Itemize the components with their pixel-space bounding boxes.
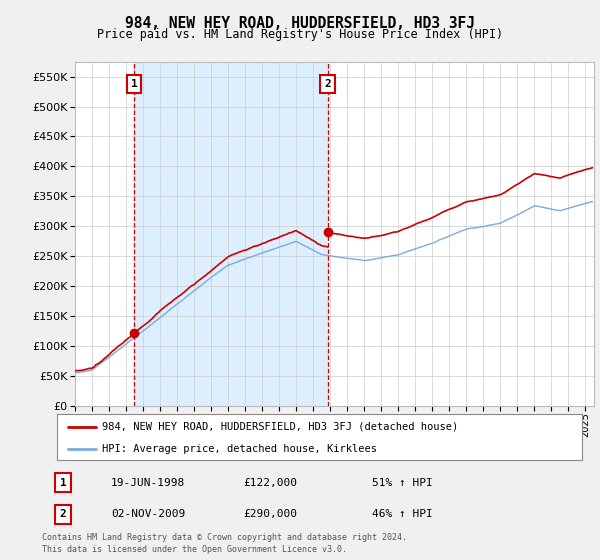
Text: Contains HM Land Registry data © Crown copyright and database right 2024.: Contains HM Land Registry data © Crown c… — [42, 533, 407, 542]
Text: 2: 2 — [59, 509, 67, 519]
Bar — [134, 62, 328, 406]
Text: 984, NEW HEY ROAD, HUDDERSFIELD, HD3 3FJ (detached house): 984, NEW HEY ROAD, HUDDERSFIELD, HD3 3FJ… — [101, 422, 458, 432]
Text: HPI: Average price, detached house, Kirklees: HPI: Average price, detached house, Kirk… — [101, 444, 377, 454]
Text: 1: 1 — [59, 478, 67, 488]
Text: 46% ↑ HPI: 46% ↑ HPI — [372, 509, 433, 519]
Text: Price paid vs. HM Land Registry's House Price Index (HPI): Price paid vs. HM Land Registry's House … — [97, 28, 503, 41]
Text: 51% ↑ HPI: 51% ↑ HPI — [372, 478, 433, 488]
Text: This data is licensed under the Open Government Licence v3.0.: This data is licensed under the Open Gov… — [42, 545, 347, 554]
Text: 19-JUN-1998: 19-JUN-1998 — [111, 478, 185, 488]
Text: 02-NOV-2009: 02-NOV-2009 — [111, 509, 185, 519]
Text: 2: 2 — [324, 79, 331, 89]
Text: 1: 1 — [131, 79, 137, 89]
Text: 984, NEW HEY ROAD, HUDDERSFIELD, HD3 3FJ: 984, NEW HEY ROAD, HUDDERSFIELD, HD3 3FJ — [125, 16, 475, 31]
Text: £290,000: £290,000 — [243, 509, 297, 519]
Text: £122,000: £122,000 — [243, 478, 297, 488]
